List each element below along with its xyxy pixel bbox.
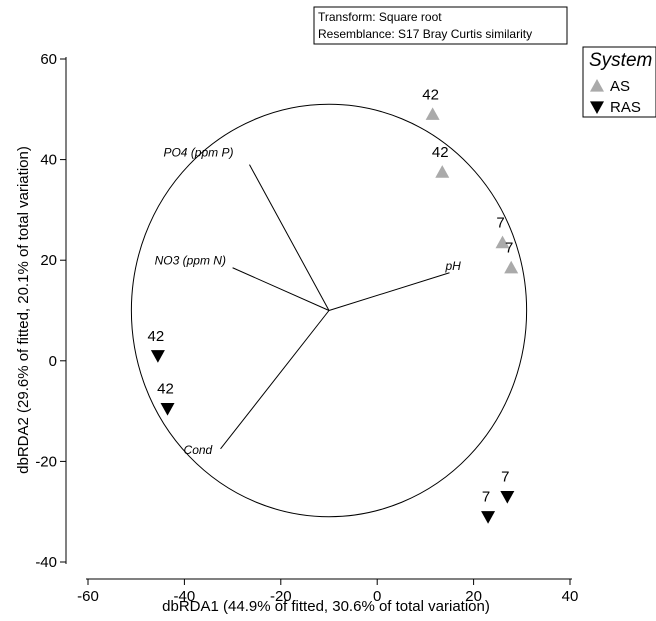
y-tick-label: 20 (40, 252, 57, 269)
legend-ras-marker (590, 101, 604, 114)
vector-label: Cond (184, 443, 213, 457)
legend-label: AS (610, 78, 630, 95)
vector-line (249, 165, 329, 311)
vector-label: pH (445, 259, 462, 273)
point-label: 42 (148, 328, 165, 345)
legend-label: RAS (610, 99, 641, 116)
as-point (426, 107, 440, 120)
info-resemblance: Resemblance: S17 Bray Curtis similarity (318, 27, 532, 41)
x-axis-title: dbRDA1 (44.9% of fitted, 30.6% of total … (162, 598, 490, 615)
point-label: 7 (482, 489, 490, 506)
ras-point (151, 350, 165, 363)
vector-line (329, 273, 450, 311)
legend-as-marker (590, 79, 604, 92)
legend: System AS RAS (583, 47, 656, 117)
ras-point (481, 511, 495, 524)
x-tick-label: 40 (562, 588, 579, 605)
point-label: 42 (157, 381, 174, 398)
point-label: 7 (505, 240, 513, 257)
y-tick-label: 60 (40, 51, 57, 68)
y-axis-title: dbRDA2 (29.6% of fitted, 20.1% of total … (15, 146, 32, 474)
legend-title: System (589, 50, 652, 71)
info-box: Transform: Square root Resemblance: S17 … (314, 7, 567, 44)
info-transform: Transform: Square root (318, 10, 442, 24)
x-tick-label: -60 (77, 588, 99, 605)
vector-line (221, 311, 329, 449)
vector-label: PO4 (ppm P) (163, 146, 233, 160)
vector-label: NO3 (ppm N) (155, 254, 226, 268)
point-label: 42 (432, 144, 449, 161)
point-label: 7 (501, 469, 509, 486)
y-tick-label: -40 (35, 554, 57, 571)
ras-point (161, 403, 175, 416)
point-label: 7 (496, 215, 504, 232)
y-tick-label: -20 (35, 453, 57, 470)
as-point (435, 165, 449, 178)
point-label: 42 (422, 86, 439, 103)
y-tick-label: 0 (49, 353, 57, 370)
as-point (504, 261, 518, 274)
y-tick-label: 40 (40, 152, 57, 169)
vector-line (233, 268, 329, 311)
ras-point (500, 491, 514, 504)
vectors: PO4 (ppm P) NO3 (ppm N) pH Cond (155, 146, 462, 457)
